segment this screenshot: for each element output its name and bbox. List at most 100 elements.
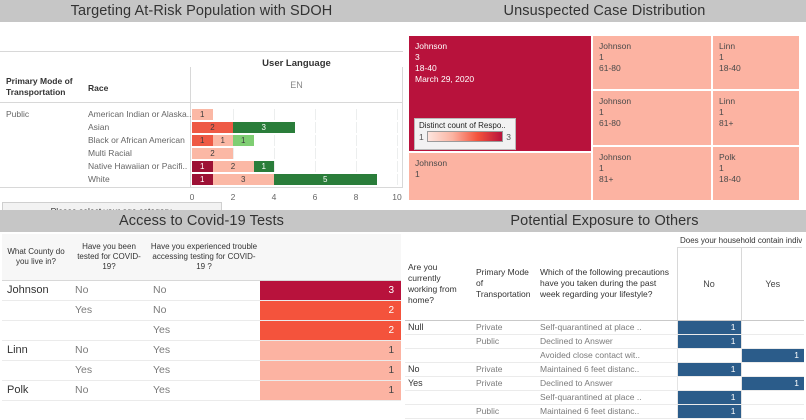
mark-cell[interactable]: 1 (676, 390, 741, 405)
exposure-body: Does your household contain individual(s… (403, 232, 806, 420)
table-row[interactable]: Yes No 2 (2, 300, 401, 321)
table-row[interactable]: Public Declined to Answer 1 (405, 334, 804, 349)
treemap-cell-label: 1 (599, 52, 604, 62)
empty-cell (740, 319, 804, 335)
gridline (397, 174, 398, 185)
treemap-cell[interactable]: Linn 1 18-40 (713, 36, 799, 89)
treemap-cell[interactable]: Polk 1 18-40 (713, 147, 799, 200)
bar-segment[interactable]: 1 (233, 135, 254, 146)
table-row[interactable]: Yes Private Declined to Answer 1 (405, 375, 804, 391)
treemap-cell-label: Linn (719, 41, 736, 51)
mark-cell[interactable]: 1 (676, 334, 741, 349)
table-cell: Public (473, 404, 537, 419)
table-cell: No (148, 279, 260, 301)
treemap-cell-label: Polk (719, 152, 736, 162)
bar-segment[interactable]: 2 (192, 148, 233, 159)
bar-row-label: Black or African American (88, 135, 185, 145)
bar-chart-body: User Language EN Primary Mode of Transpo… (0, 22, 403, 210)
column-header-user-language: User Language (262, 58, 331, 69)
age-category-legend[interactable]: Please select your age category. 81+61-8… (2, 202, 222, 210)
table-row[interactable]: Public Maintained 6 feet distanc.. 1 (405, 404, 804, 419)
table-row[interactable]: Yes Yes 1 (2, 360, 401, 381)
table-row[interactable]: No Private Maintained 6 feet distanc.. 1 (405, 361, 804, 377)
bar-row-label: Multi Racial (88, 148, 132, 158)
heat-cell[interactable]: 2 (260, 300, 401, 321)
treemap-cell[interactable]: Linn 1 81+ (713, 91, 799, 145)
table-row[interactable]: Null Private Self-quarantined at place .. 1 (405, 319, 804, 335)
table-row[interactable]: Linn No Yes 1 (2, 339, 401, 361)
exposure-value-header[interactable]: Yes (740, 248, 804, 321)
bar-row[interactable]: Public American Indian or Alaska.. 1 (0, 108, 403, 121)
empty-cell (676, 348, 741, 363)
table-cell: Public (473, 334, 537, 349)
table-row[interactable]: Avoided close contact wit.. 1 (405, 348, 804, 363)
heat-cell[interactable]: 3 (260, 279, 401, 301)
gridline (356, 122, 357, 133)
treemap-cell[interactable]: Johnson 1 61-80 (593, 36, 711, 89)
bar-row[interactable]: Black or African American 1 1 1 (0, 134, 403, 147)
exposure-crosstab: Does your household contain individual(s… (405, 234, 804, 419)
treemap-cell-label: 1 (719, 107, 724, 117)
mark-cell[interactable]: 1 (676, 361, 741, 377)
bar-row[interactable]: Asian 2 3 (0, 121, 403, 134)
treemap-legend-max: 3 (506, 131, 511, 142)
bar-segment[interactable]: 1 (192, 174, 213, 185)
empty-cell (740, 334, 804, 349)
access-column-header[interactable]: What County do you live in? (2, 234, 70, 281)
bar-segment[interactable]: 1 (192, 161, 213, 172)
exposure-column-header[interactable]: Are you currently working from home? (405, 248, 473, 321)
exposure-column-header[interactable]: Primary Mode of Transportation (473, 248, 537, 321)
column-header-value-en: EN (290, 80, 303, 90)
access-column-header[interactable]: Have you experienced trouble accessing t… (148, 234, 260, 281)
mark-cell[interactable]: 1 (676, 319, 741, 335)
bar-segment[interactable]: 1 (212, 135, 233, 146)
bar-x-axis: 0 2 4 6 8 10 (190, 192, 402, 204)
gridline (274, 109, 275, 120)
mark-cell[interactable]: 1 (740, 348, 804, 363)
heat-cell[interactable]: 1 (260, 379, 401, 401)
exposure-column-header[interactable]: Which of the following precautions have … (537, 248, 677, 321)
table-row[interactable]: Johnson No No 3 (2, 279, 401, 301)
x-axis-tick: 2 (230, 192, 236, 202)
mark-cell[interactable]: 1 (676, 404, 741, 419)
table-cell (405, 390, 473, 405)
bar-segment[interactable]: 5 (274, 174, 377, 185)
gridline (356, 109, 357, 120)
bar-row[interactable]: Multi Racial 2 (0, 147, 403, 160)
treemap-cell-label: 61-80 (599, 118, 621, 128)
bar-segment[interactable]: 1 (253, 161, 274, 172)
table-row[interactable]: Yes 2 (2, 320, 401, 341)
bar-segment[interactable]: 2 (212, 161, 254, 172)
gridline (397, 148, 398, 159)
mark-cell[interactable]: 1 (740, 375, 804, 391)
bar-segment[interactable]: 1 (192, 109, 213, 120)
bar-segment[interactable]: 1 (192, 135, 213, 146)
heat-cell[interactable]: 2 (260, 320, 401, 341)
bar-segment[interactable]: 3 (212, 174, 274, 185)
divider-vertical-right (402, 67, 403, 187)
treemap-cell[interactable]: Johnson 1 81+ (593, 147, 711, 200)
table-row[interactable]: Self-quarantined at place .. 1 (405, 390, 804, 405)
table-cell (70, 320, 148, 341)
panel-potential-exposure: Potential Exposure to Others Does your h… (403, 210, 806, 420)
exposure-value-header[interactable]: No (676, 248, 741, 321)
treemap-cell[interactable]: Johnson 1 61-80 (593, 91, 711, 145)
heat-cell[interactable]: 1 (260, 360, 401, 381)
treemap-legend-gradient (426, 131, 504, 142)
treemap-cell-label: Johnson (599, 152, 632, 162)
panel-access-to-tests: Access to Covid-19 Tests What County do … (0, 210, 403, 420)
gridline (315, 161, 316, 172)
treemap-cell-label: Johnson (599, 41, 632, 51)
empty-cell (740, 404, 804, 419)
treemap-cell[interactable]: Johnson 1 (409, 153, 591, 200)
access-column-header[interactable]: Have you been tested for COVID-19? (70, 234, 148, 281)
treemap-color-legend[interactable]: Distinct count of Respo.. 1 3 (414, 118, 516, 150)
table-cell: Yes (148, 339, 260, 361)
bar-segment[interactable]: 3 (233, 122, 295, 133)
table-row[interactable]: Polk No Yes 1 (2, 379, 401, 401)
heat-cell[interactable]: 1 (260, 339, 401, 361)
bar-row[interactable]: White 1 3 5 (0, 173, 403, 186)
bar-segment[interactable]: 2 (192, 122, 233, 133)
bar-row[interactable]: Native Hawaiian or Pacifi.. 1 2 1 (0, 160, 403, 173)
